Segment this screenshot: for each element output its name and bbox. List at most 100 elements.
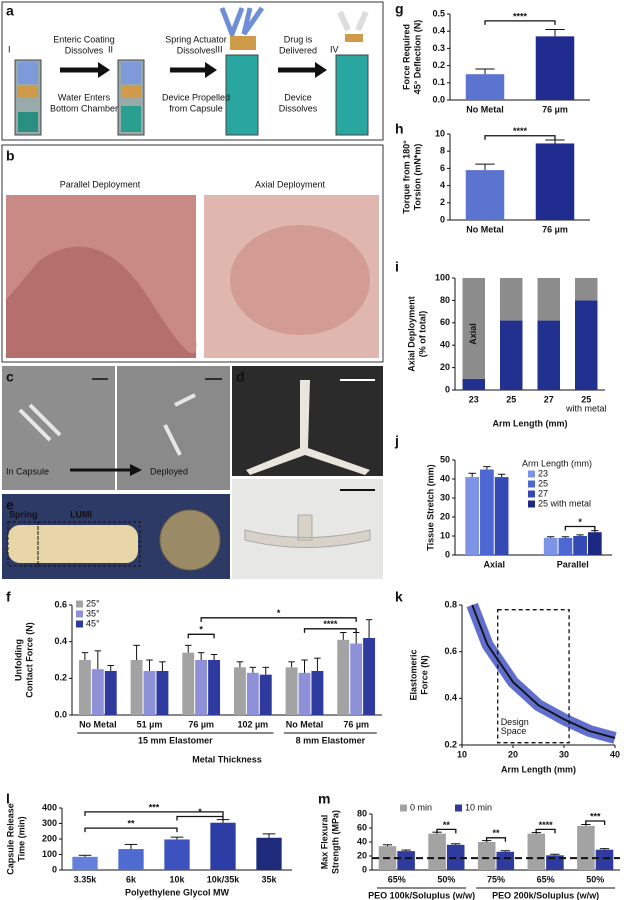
annotation: Space [501, 726, 527, 736]
annotation: Design [501, 717, 529, 727]
bar [573, 536, 587, 555]
x-axis-label: Metal Thickness [192, 754, 262, 764]
y-tick-label: 0 [362, 864, 367, 874]
device-silhouette [18, 408, 52, 442]
x-tick-label: 102 µm [237, 719, 268, 729]
photo-caption: Deployed [150, 466, 188, 476]
device-silhouette [244, 514, 371, 548]
y-tick-label: 100 [435, 272, 450, 282]
y-tick-label: 0 [445, 549, 450, 559]
legend-label: 23 [538, 468, 548, 478]
bar [465, 74, 505, 100]
x-tick-label: No Metal [466, 104, 504, 114]
y-tick-label: 400 [42, 802, 57, 812]
panel-label: f [6, 589, 11, 605]
arrow-head [130, 464, 142, 476]
y-tick-label: 60 [440, 317, 450, 327]
bar [397, 851, 415, 870]
bar [91, 669, 104, 715]
photo-caption: Parallel Deployment [60, 179, 141, 189]
y-tick-label: 20 [357, 850, 367, 860]
photo-caption: Spring [9, 509, 38, 519]
y-tick-label: 0.5 [432, 8, 445, 18]
x-tick-label: 10 [457, 749, 467, 759]
x-tick-label: 65% [388, 874, 406, 884]
step-text: Device [284, 92, 312, 102]
group-label: PEO 200k/Soluplus (w/w) [492, 890, 599, 900]
bar [535, 143, 575, 220]
panel-label: h [395, 121, 404, 137]
design-space-box [497, 609, 570, 744]
step-text: Enteric Coating [53, 34, 115, 44]
y-tick-label: 50 [440, 454, 450, 464]
y-tick-label: 40 [440, 473, 450, 483]
group-label: 8 mm Elastomer [296, 735, 366, 745]
legend-swatch [400, 804, 407, 812]
significance-bracket [535, 828, 556, 834]
significance-bracket [484, 20, 556, 25]
x-axis-label: Polyethylene Glycol MW [125, 887, 230, 897]
y-tick-label: 30 [440, 492, 450, 502]
y-axis-label: Torque from 180° [401, 140, 411, 214]
y-tick-label: 0.1 [432, 77, 445, 87]
step-text: Drug is [284, 34, 313, 44]
y-axis-label: Strength (MPa) [330, 810, 340, 874]
significance-label: * [198, 807, 202, 817]
x-tick-label: 25 [581, 394, 591, 404]
legend-swatch [76, 600, 83, 608]
x-axis-label: Arm Length (mm) [493, 418, 568, 428]
y-axis-label: Force Required [401, 24, 411, 90]
y-axis-label: Unfolding [13, 639, 23, 681]
capsule-illustrations [14, 6, 369, 136]
bar [465, 477, 480, 555]
y-tick-label: 0.2 [54, 673, 67, 683]
step-text: from Capsule [169, 103, 223, 113]
panel-label: b [6, 148, 15, 164]
y-axis-label: Capsule Release [5, 803, 15, 875]
y-tick-label: 0.0 [54, 709, 67, 719]
x-tick-label: 76 µm [542, 104, 568, 114]
y-tick-label: 300 [42, 818, 57, 828]
legend-title: Arm Length (mm) [522, 458, 592, 468]
coin [159, 509, 221, 571]
legend-swatch [76, 610, 83, 618]
bar [195, 660, 208, 715]
step-text: Device Propelled [162, 92, 230, 102]
significance-bracket [585, 820, 606, 825]
significance-bracket [564, 525, 596, 531]
legend-label: 10 min [465, 802, 492, 812]
significance-bracket [303, 628, 357, 633]
x-tick-label: 10k/35k [207, 874, 241, 884]
significance-label: * [199, 625, 203, 635]
bar-segment [575, 300, 598, 390]
significance-label: * [277, 608, 281, 618]
x-tick-label: 23 [469, 394, 479, 404]
x-tick-label: No Metal [286, 719, 324, 729]
legend-label: 35° [86, 608, 100, 618]
legend-label: 25 with metal [538, 498, 591, 508]
device-silhouette [174, 393, 196, 407]
y-tick-label: 0.6 [54, 599, 67, 609]
bar [104, 671, 117, 715]
step-text: Spring Actuator [165, 34, 227, 44]
y-axis-label: (% of total) [417, 311, 427, 358]
significance-bracket [484, 135, 556, 140]
panel-label: i [395, 259, 399, 275]
legend-swatch [455, 804, 462, 812]
panel-label: g [395, 1, 404, 17]
y-axis-label: Elastomeric [408, 649, 418, 700]
significance-label: ** [492, 828, 500, 838]
legend-swatch [76, 620, 83, 628]
y-tick-label: 0 [445, 384, 450, 394]
x-tick-label: 76 µm [188, 719, 214, 729]
bar [587, 532, 602, 555]
bar [182, 652, 195, 715]
significance-bracket [200, 617, 357, 622]
bar-segment [462, 378, 485, 390]
bar [164, 839, 190, 870]
group-label: PEO 100k/Soluplus (w/w) [368, 890, 475, 900]
x-tick-label: 76 µm [542, 224, 568, 234]
bar [311, 671, 324, 715]
y-tick-label: 20 [440, 362, 450, 372]
